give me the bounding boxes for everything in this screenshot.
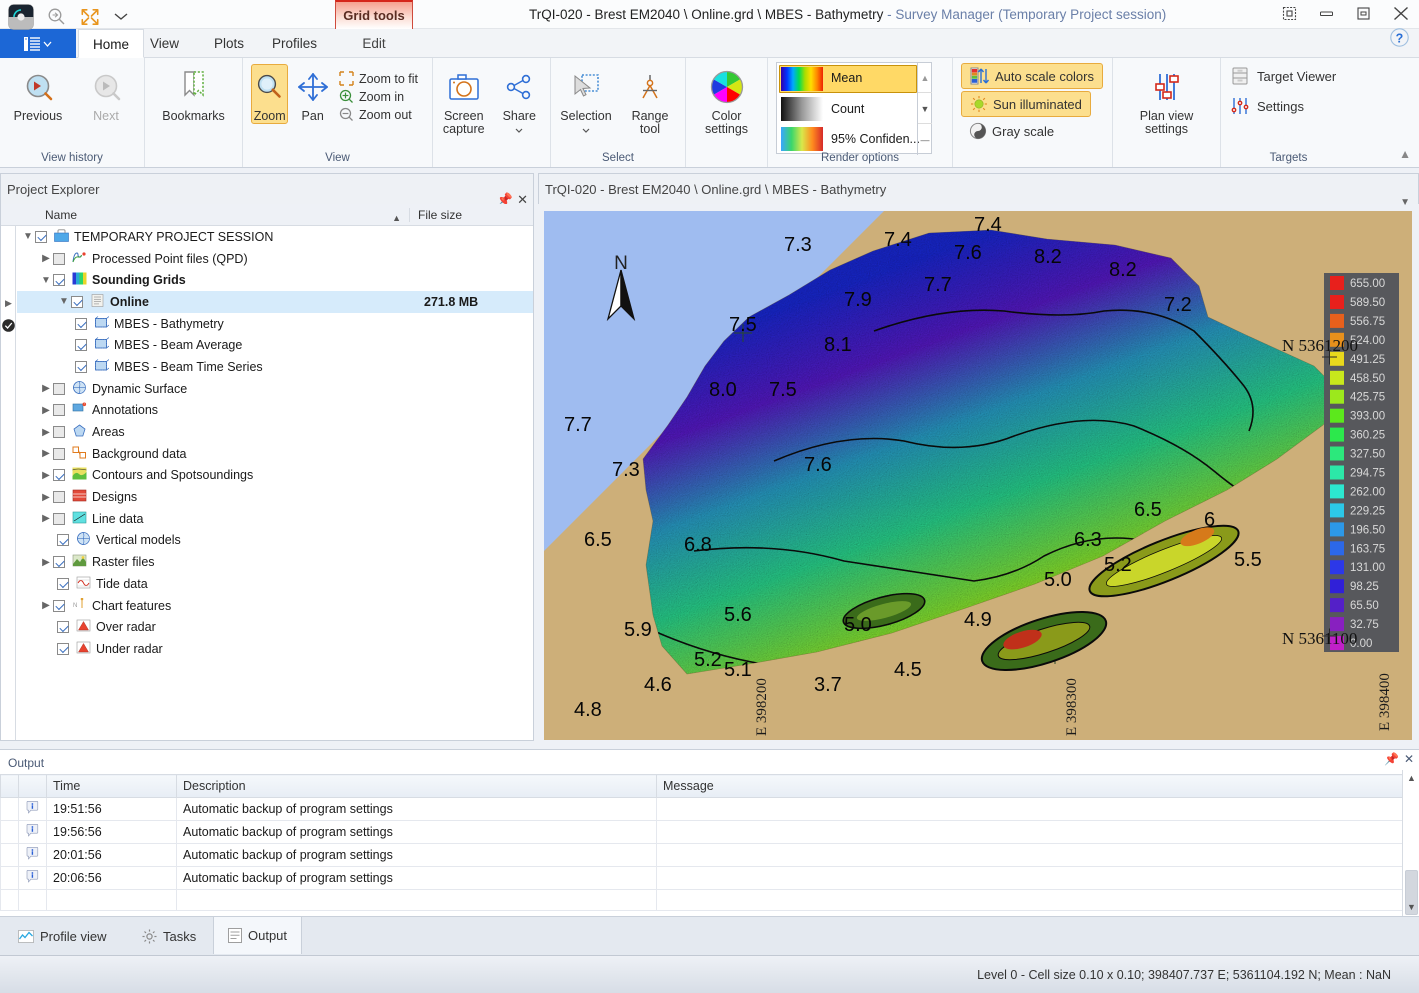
svg-text:589.50: 589.50 — [1350, 297, 1385, 309]
svg-text:491.25: 491.25 — [1350, 354, 1385, 366]
svg-text:7.4: 7.4 — [884, 229, 912, 251]
svg-text:N 5361100: N 5361100 — [1282, 629, 1357, 648]
svg-text:5.0: 5.0 — [1044, 569, 1072, 591]
svg-text:425.75: 425.75 — [1350, 392, 1385, 404]
svg-text:6.8: 6.8 — [684, 534, 712, 556]
svg-text:229.25: 229.25 — [1350, 505, 1385, 517]
svg-text:6.3: 6.3 — [1074, 529, 1102, 551]
svg-text:7.5: 7.5 — [769, 379, 797, 401]
svg-text:5.9: 5.9 — [624, 619, 652, 641]
svg-text:6: 6 — [1204, 509, 1215, 531]
svg-text:98.25: 98.25 — [1350, 581, 1379, 593]
svg-text:7.9: 7.9 — [844, 289, 872, 311]
svg-text:8.0: 8.0 — [709, 379, 737, 401]
svg-text:7.6: 7.6 — [804, 454, 832, 476]
svg-text:8.2: 8.2 — [1109, 259, 1137, 281]
svg-text:5.5: 5.5 — [1234, 549, 1262, 571]
svg-text:393.00: 393.00 — [1350, 411, 1385, 423]
svg-text:4.5: 4.5 — [894, 659, 922, 681]
svg-text:7.3: 7.3 — [784, 234, 812, 256]
svg-text:655.00: 655.00 — [1350, 278, 1385, 290]
svg-text:262.00: 262.00 — [1350, 486, 1385, 498]
svg-text:7.2: 7.2 — [1164, 294, 1192, 316]
svg-text:3.7: 3.7 — [814, 674, 842, 696]
svg-text:4.8: 4.8 — [574, 699, 602, 721]
svg-text:131.00: 131.00 — [1350, 562, 1385, 574]
svg-text:7.3: 7.3 — [612, 459, 640, 481]
svg-text:?: ? — [1396, 32, 1404, 46]
svg-text:5.0: 5.0 — [844, 614, 872, 636]
svg-text:327.50: 327.50 — [1350, 449, 1385, 461]
svg-text:4.6: 4.6 — [644, 674, 672, 696]
svg-text:7.4: 7.4 — [974, 214, 1002, 236]
svg-text:N: N — [73, 603, 77, 609]
svg-text:294.75: 294.75 — [1350, 468, 1385, 480]
svg-text:65.50: 65.50 — [1350, 600, 1379, 612]
svg-text:N 5361200: N 5361200 — [1282, 336, 1358, 355]
svg-text:360.25: 360.25 — [1350, 430, 1385, 442]
svg-text:6.5: 6.5 — [584, 529, 612, 551]
svg-text:196.50: 196.50 — [1350, 524, 1385, 536]
svg-text:7.7: 7.7 — [564, 414, 592, 436]
svg-text:163.75: 163.75 — [1350, 543, 1385, 555]
svg-text:E 398400: E 398400 — [1377, 673, 1393, 731]
svg-text:556.75: 556.75 — [1350, 316, 1385, 328]
svg-text:7.7: 7.7 — [924, 274, 952, 296]
svg-text:7.5: 7.5 — [729, 314, 757, 336]
svg-text:5.2: 5.2 — [1104, 554, 1132, 576]
svg-text:4.9: 4.9 — [964, 609, 992, 631]
svg-text:E 398200: E 398200 — [754, 678, 770, 736]
svg-text:458.50: 458.50 — [1350, 373, 1385, 385]
svg-text:5.1: 5.1 — [724, 659, 752, 681]
svg-text:6.5: 6.5 — [1134, 499, 1162, 521]
svg-text:5.2: 5.2 — [694, 649, 722, 671]
svg-text:7.6: 7.6 — [954, 242, 982, 264]
svg-text:5.6: 5.6 — [724, 604, 752, 626]
svg-text:8.1: 8.1 — [824, 334, 852, 356]
svg-text:8.2: 8.2 — [1034, 246, 1062, 268]
svg-text:E 398300: E 398300 — [1064, 678, 1080, 736]
